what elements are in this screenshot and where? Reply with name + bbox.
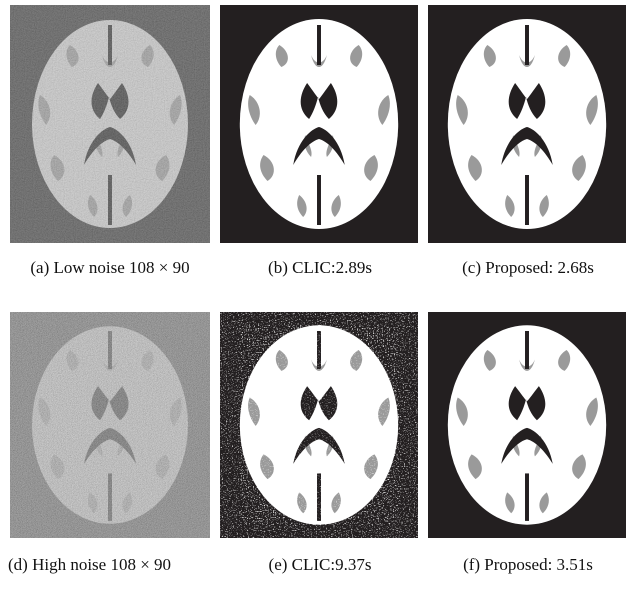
caption: (f) Proposed: 3.51s (426, 553, 626, 577)
caption: (c) Proposed: 2.68s (426, 256, 626, 280)
caption-text: CLIC:2.89s (292, 258, 372, 277)
caption-text: Proposed: 3.51s (484, 555, 593, 574)
caption-text: High noise 108 × 90 (32, 555, 171, 574)
caption: (a) Low noise 108 × 90 (8, 256, 212, 280)
caption-label: (f) (463, 555, 480, 574)
caption-label: (c) (462, 258, 481, 277)
panel-image (428, 5, 626, 243)
figure: (a) Low noise 108 × 90(b) CLIC:2.89s(c) … (0, 0, 626, 597)
caption-label: (d) (8, 555, 28, 574)
caption-label: (b) (268, 258, 288, 277)
panel-image (10, 312, 210, 538)
caption-text: Low noise 108 × 90 (53, 258, 189, 277)
caption-text: CLIC:9.37s (292, 555, 372, 574)
panel-image (220, 312, 418, 538)
caption-label: (a) (30, 258, 49, 277)
caption: (e) CLIC:9.37s (218, 553, 422, 577)
caption: (d) High noise 108 × 90 (8, 553, 204, 577)
caption-label: (e) (269, 555, 288, 574)
panel-image (10, 5, 210, 243)
caption: (b) CLIC:2.89s (218, 256, 422, 280)
caption-text: Proposed: 2.68s (485, 258, 594, 277)
panel-image (220, 5, 418, 243)
panel-image (428, 312, 626, 538)
